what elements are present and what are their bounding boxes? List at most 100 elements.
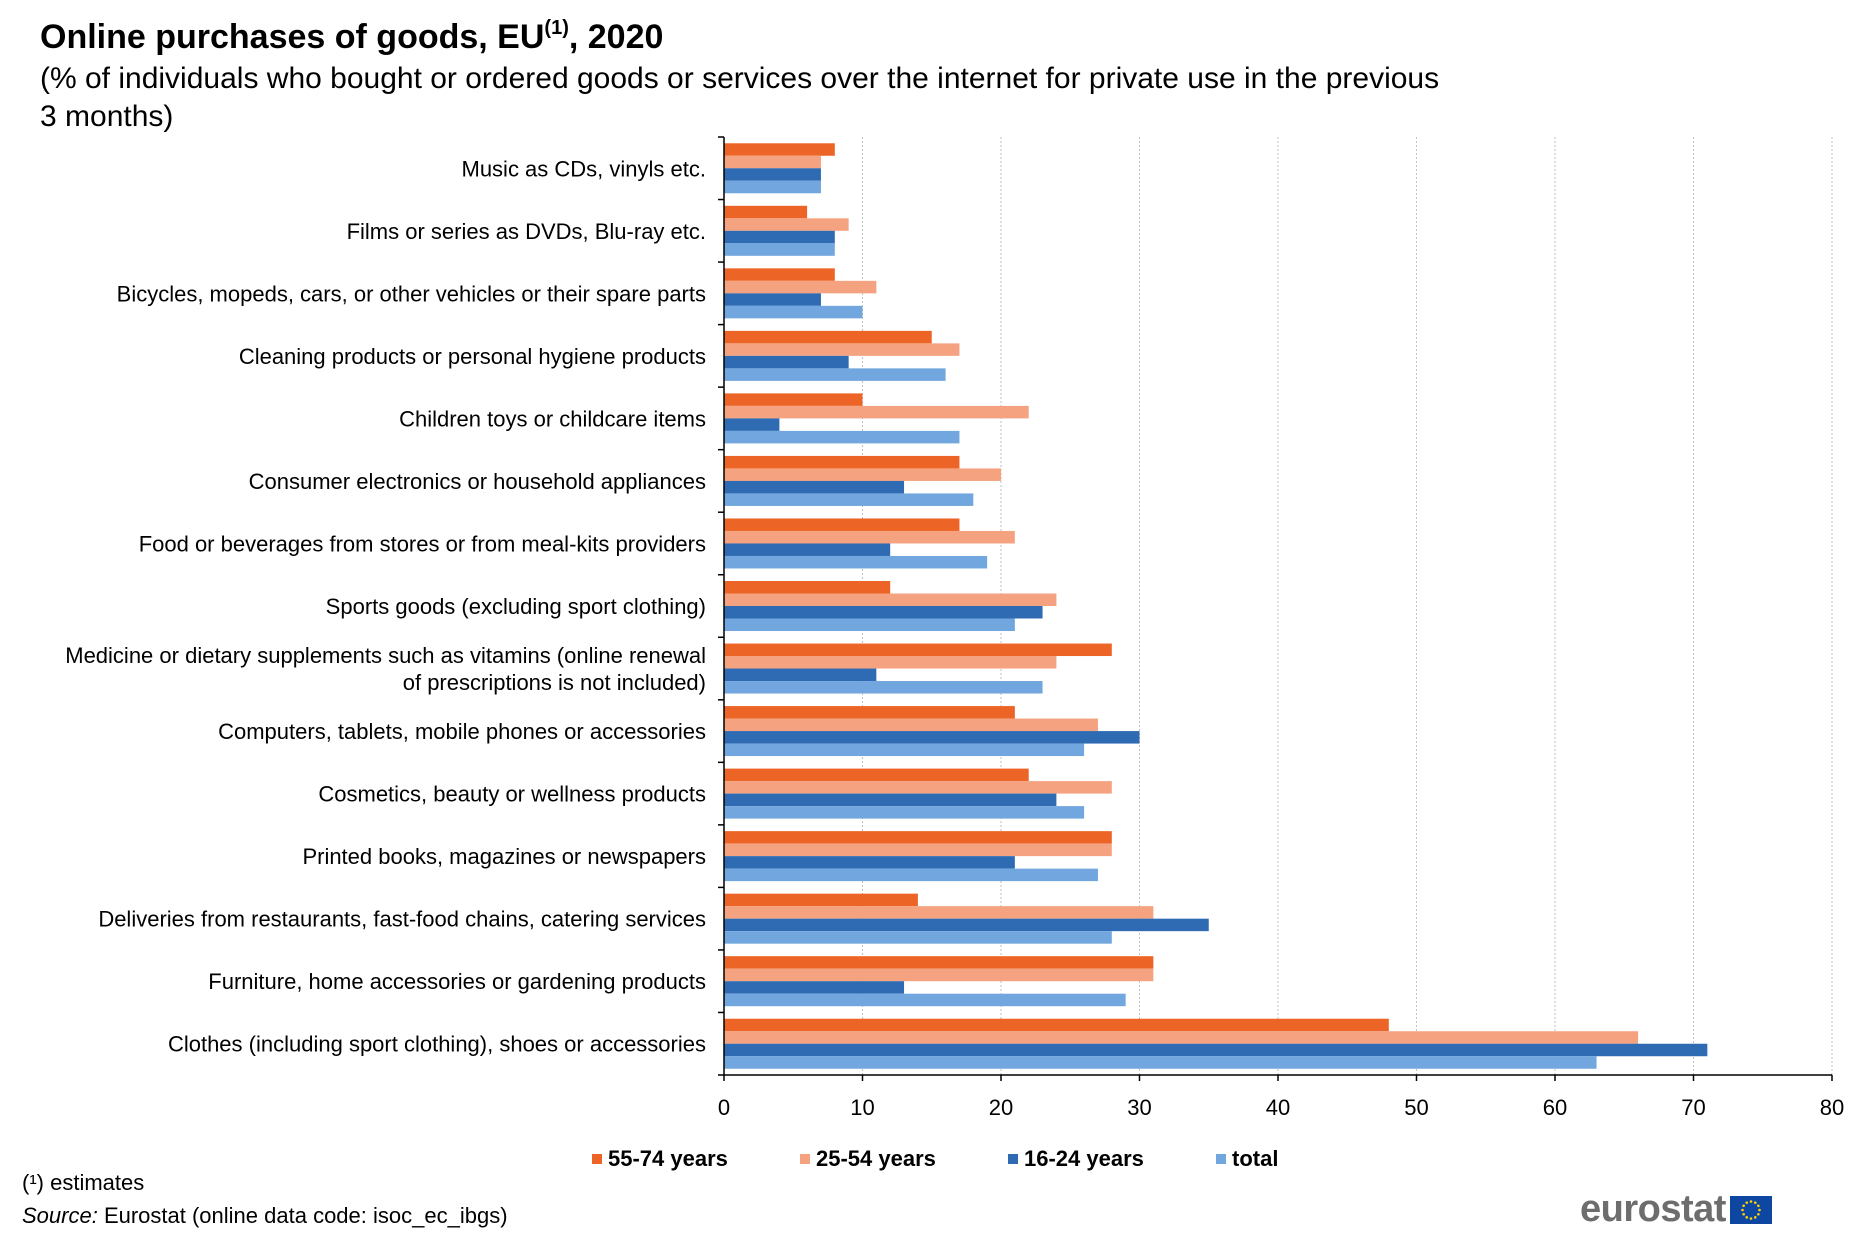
x-tick-label: 60 [1543, 1095, 1567, 1120]
bar [724, 168, 821, 181]
bar [724, 468, 1001, 481]
bar [724, 968, 1154, 982]
bar [724, 831, 1112, 844]
bar [724, 843, 1112, 857]
category-label: Food or beverages from stores or from me… [139, 531, 706, 556]
bar [724, 330, 932, 344]
flag-star [1756, 1203, 1760, 1207]
category-label: Clothes (including sport clothing), shoe… [168, 1032, 706, 1057]
bar [724, 293, 821, 306]
category-label: Consumer electronics or household applia… [249, 469, 706, 494]
bar [724, 731, 1140, 744]
bar [724, 931, 1112, 944]
bar [724, 956, 1154, 969]
x-tick-label: 30 [1127, 1095, 1151, 1120]
bar [724, 405, 1029, 419]
chart-title: Online purchases of goods, EU(1), 2020 [40, 17, 664, 56]
x-tick-label: 10 [850, 1095, 874, 1120]
flag-star [1749, 1216, 1753, 1220]
flag-star [1742, 1212, 1745, 1216]
legend-label: 16-24 years [1024, 1146, 1144, 1171]
legend-swatch [592, 1154, 602, 1164]
legend-label: total [1232, 1146, 1278, 1171]
category-label: Cleaning products or personal hygiene pr… [239, 344, 706, 369]
x-tick-label: 70 [1681, 1095, 1705, 1120]
bar [724, 418, 780, 431]
bar [724, 155, 821, 169]
x-tick-label: 20 [989, 1095, 1013, 1120]
bar [724, 355, 849, 369]
legend-swatch [800, 1154, 810, 1164]
bar [724, 268, 835, 281]
x-tick-label: 0 [718, 1095, 730, 1120]
title-footnote-marker: (1) [544, 17, 569, 39]
bar [724, 893, 918, 907]
bar [724, 668, 877, 682]
flag-star [1758, 1208, 1761, 1211]
bar [724, 868, 1098, 882]
flag-star [1741, 1208, 1744, 1211]
bar [724, 793, 1057, 807]
bar [724, 1031, 1639, 1044]
category-label: Films or series as DVDs, Blu-ray etc. [347, 219, 706, 244]
bar [724, 543, 891, 556]
chart-subtitle: (% of individuals who bought or ordered … [40, 62, 1440, 133]
bar [724, 618, 1015, 631]
bar [724, 555, 988, 569]
bar [724, 806, 1085, 819]
category-label: Furniture, home accessories or gardening… [208, 969, 706, 994]
logo-text: eurostat [1580, 1188, 1726, 1230]
flag-star [1742, 1203, 1745, 1207]
bar [724, 280, 877, 294]
bar [724, 593, 1057, 606]
bar [724, 180, 821, 194]
bar [724, 368, 946, 381]
legend-label: 55-74 years [608, 1146, 728, 1171]
bar [724, 493, 974, 506]
legend-swatch [1216, 1154, 1226, 1164]
bar [724, 480, 905, 494]
bar [724, 143, 835, 156]
source-note: Source: Eurostat (online data code: isoc… [22, 1203, 508, 1228]
bar [724, 643, 1112, 657]
bar [724, 981, 905, 994]
category-label: Sports goods (excluding sport clothing) [326, 594, 706, 619]
flag-star [1745, 1215, 1748, 1219]
bar [724, 993, 1126, 1007]
category-label: Computers, tablets, mobile phones or acc… [218, 719, 706, 744]
bar [724, 1018, 1389, 1032]
bar [724, 856, 1015, 869]
bar [724, 205, 808, 219]
flag-star [1745, 1200, 1748, 1204]
legend-label: 25-54 years [816, 1146, 936, 1171]
bar [724, 743, 1085, 757]
legend-swatch [1008, 1154, 1018, 1164]
flag-star [1756, 1212, 1760, 1216]
bar [724, 243, 835, 256]
category-label: Cosmetics, beauty or wellness products [318, 782, 706, 807]
bar [724, 606, 1043, 619]
category-label: Printed books, magazines or newspapers [302, 844, 706, 869]
bar [724, 681, 1043, 694]
bar [724, 530, 1015, 544]
bar [724, 218, 849, 231]
flag-star [1753, 1215, 1757, 1219]
bar [724, 343, 960, 356]
bar [724, 706, 1015, 719]
bar [724, 781, 1112, 794]
category-label: Music as CDs, vinyls etc. [462, 156, 707, 181]
bar [724, 718, 1098, 732]
bar [724, 430, 960, 444]
bar [724, 393, 863, 406]
flag-star [1749, 1199, 1753, 1203]
eu-flag-icon [1729, 1195, 1772, 1224]
bar [724, 581, 891, 594]
x-tick-label: 50 [1404, 1095, 1428, 1120]
bar [724, 455, 960, 469]
bar [724, 518, 960, 531]
x-tick-label: 40 [1266, 1095, 1290, 1120]
footnote: (¹) estimates [22, 1170, 145, 1195]
category-label: Bicycles, mopeds, cars, or other vehicle… [117, 281, 706, 306]
bar [724, 1056, 1597, 1069]
